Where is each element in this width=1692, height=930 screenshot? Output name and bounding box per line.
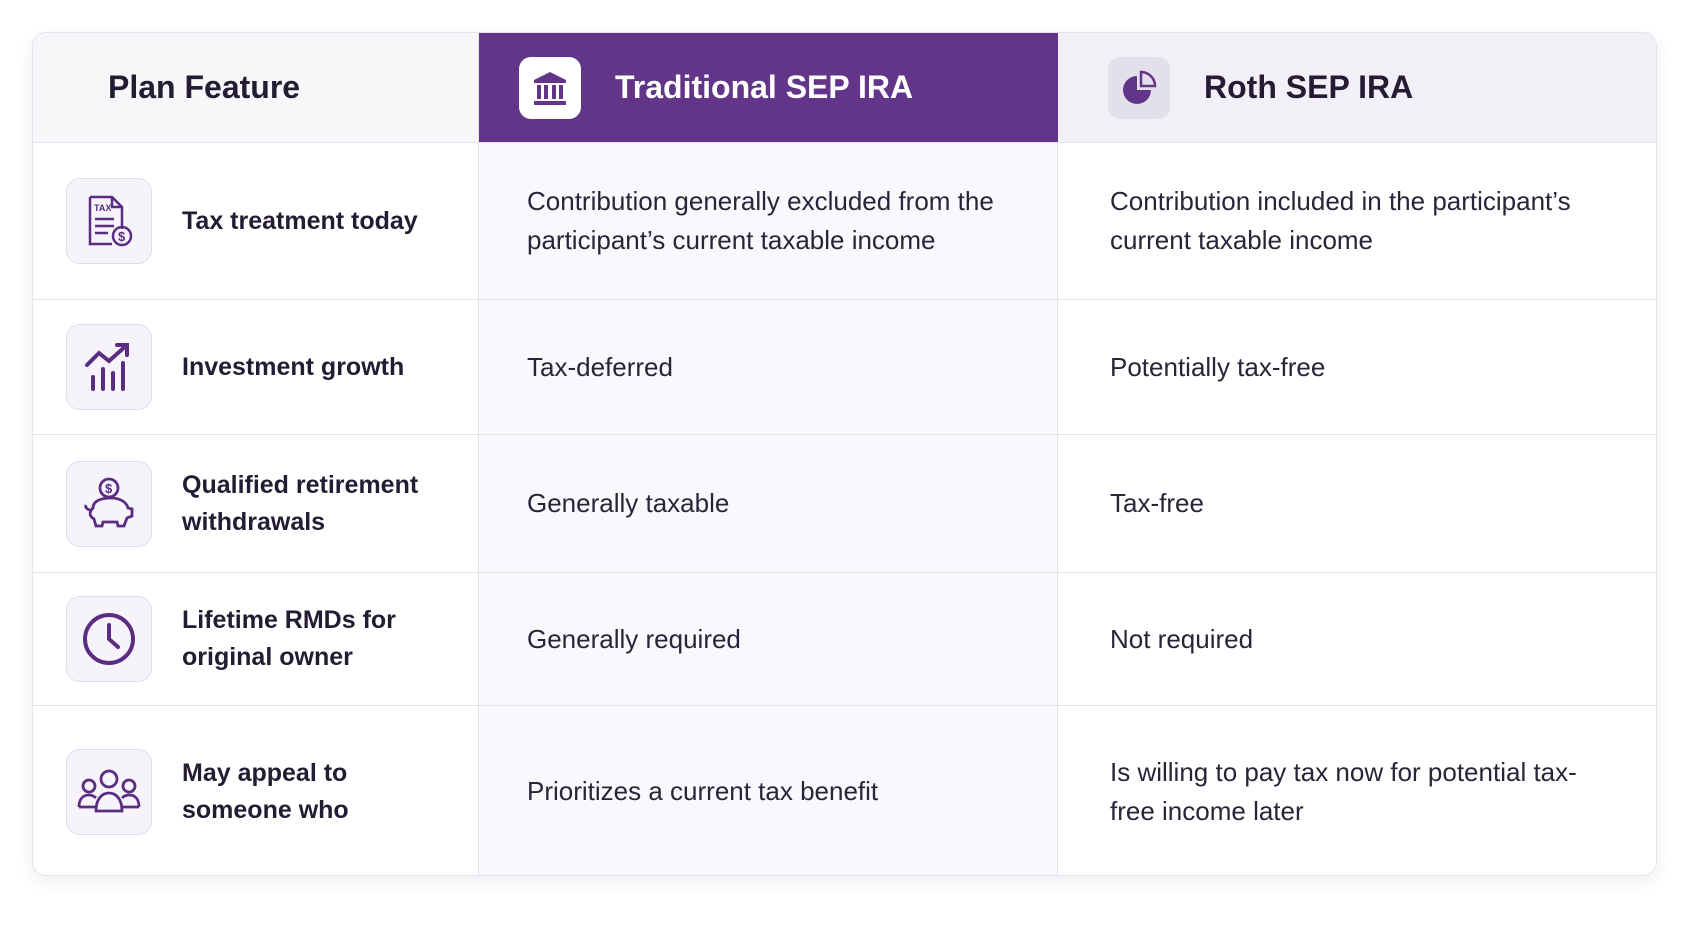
traditional-cell: Generally taxable: [479, 435, 1058, 573]
svg-text:$: $: [118, 229, 126, 244]
svg-text:TAX: TAX: [94, 203, 111, 213]
roth-cell: Not required: [1058, 573, 1656, 706]
header-cell: Traditional SEP IRA: [479, 33, 1058, 143]
feature-label: May appeal to someone who: [182, 758, 349, 824]
feature-label: Qualified retirement withdrawals: [182, 470, 419, 536]
tax-icon: TAX $: [66, 178, 152, 264]
header-cell: Roth SEP IRA: [1058, 33, 1656, 143]
clock-icon: [66, 596, 152, 682]
feature-cell: Investment growth: [33, 300, 479, 435]
cell-text: Contribution included in the participant…: [1110, 186, 1571, 255]
cell-text: Contribution generally excluded from the…: [527, 186, 994, 255]
feature-cell: May appeal to someone who: [33, 706, 479, 875]
roth-cell: Is willing to pay tax now for potential …: [1058, 706, 1656, 875]
cell-text: Not required: [1110, 623, 1254, 654]
feature-cell: TAX $ Tax treatment today: [33, 143, 479, 300]
header-cell: Plan Feature: [33, 33, 479, 143]
roth-cell: Tax-free: [1058, 435, 1656, 573]
header-text: Roth SEP IRA: [1204, 69, 1414, 105]
pie-icon: [1108, 56, 1170, 119]
cell-text: Is willing to pay tax now for potential …: [1110, 756, 1577, 826]
piggy-icon: $: [66, 460, 152, 547]
feature-cell: Lifetime RMDs for original owner: [33, 573, 479, 706]
feature-label: Lifetime RMDs for original owner: [182, 606, 396, 671]
header-text: Plan Feature: [108, 69, 301, 105]
cell-text: Prioritizes a current tax benefit: [527, 776, 879, 806]
traditional-cell: Generally required: [479, 573, 1058, 706]
people-icon: [66, 748, 152, 835]
feature-label: Investment growth: [182, 352, 405, 381]
traditional-cell: Tax-deferred: [479, 300, 1058, 435]
traditional-cell: Contribution generally excluded from the…: [479, 143, 1058, 300]
traditional-cell: Prioritizes a current tax benefit: [479, 706, 1058, 875]
bank-icon: [519, 56, 581, 119]
header-text: Traditional SEP IRA: [615, 69, 914, 105]
cell-text: Potentially tax-free: [1110, 351, 1326, 382]
comparison-table: Plan Feature Traditional SEP IRA Roth SE…: [32, 32, 1657, 876]
roth-cell: Contribution included in the participant…: [1058, 143, 1656, 300]
cell-text: Generally taxable: [527, 488, 730, 518]
feature-label: Tax treatment today: [182, 206, 418, 235]
cell-text: Tax-free: [1110, 488, 1204, 518]
cell-text: Generally required: [527, 623, 741, 654]
roth-cell: Potentially tax-free: [1058, 300, 1656, 435]
feature-cell: $ Qualified retirement withdrawals: [33, 435, 479, 573]
cell-text: Tax-deferred: [527, 351, 673, 382]
growth-icon: [66, 324, 152, 410]
svg-text:$: $: [105, 481, 113, 496]
